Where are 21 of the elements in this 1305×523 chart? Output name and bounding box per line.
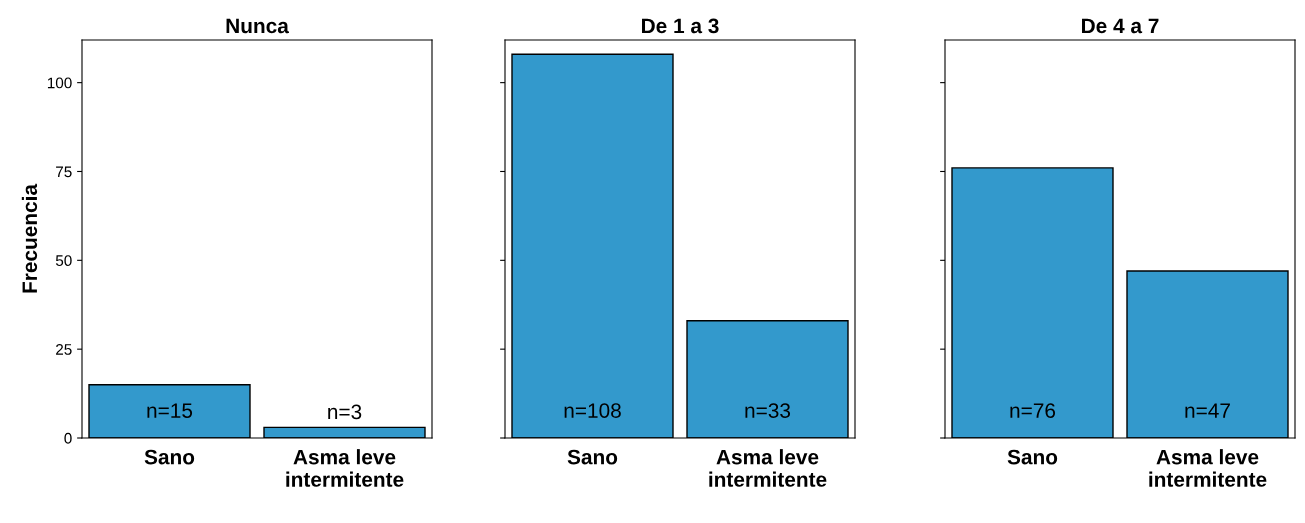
chart-title: De 4 a 7: [1082, 18, 1159, 34]
chart-title: De 1 a 3: [642, 18, 719, 34]
x-tick-label: Asma leve intermitente: [709, 449, 827, 487]
y-tick-label: 75: [56, 166, 72, 178]
data-label: n=108: [564, 403, 621, 418]
data-label: n=33: [745, 403, 791, 418]
y-tick-label: 25: [56, 344, 72, 355]
y-tick-label: 50: [55, 255, 72, 267]
y-tick-label: 100: [47, 77, 72, 89]
x-tick-label: Asma leve intermitente: [286, 449, 404, 487]
y-axis-title: Frecuencia: [21, 183, 38, 293]
data-label: n=76: [1010, 403, 1056, 418]
x-tick-label: Sano: [1007, 449, 1058, 465]
data-label: n=3: [328, 404, 362, 420]
data-label: n=47: [1185, 403, 1230, 418]
x-tick-label: Asma leve intermitente: [1149, 449, 1267, 487]
y-tick-label: 0: [64, 432, 72, 444]
data-label: n=15: [147, 403, 193, 418]
x-tick-label: Sano: [567, 449, 618, 465]
chart-title: Nunca: [226, 18, 289, 34]
x-tick-label: Sano: [144, 449, 195, 465]
